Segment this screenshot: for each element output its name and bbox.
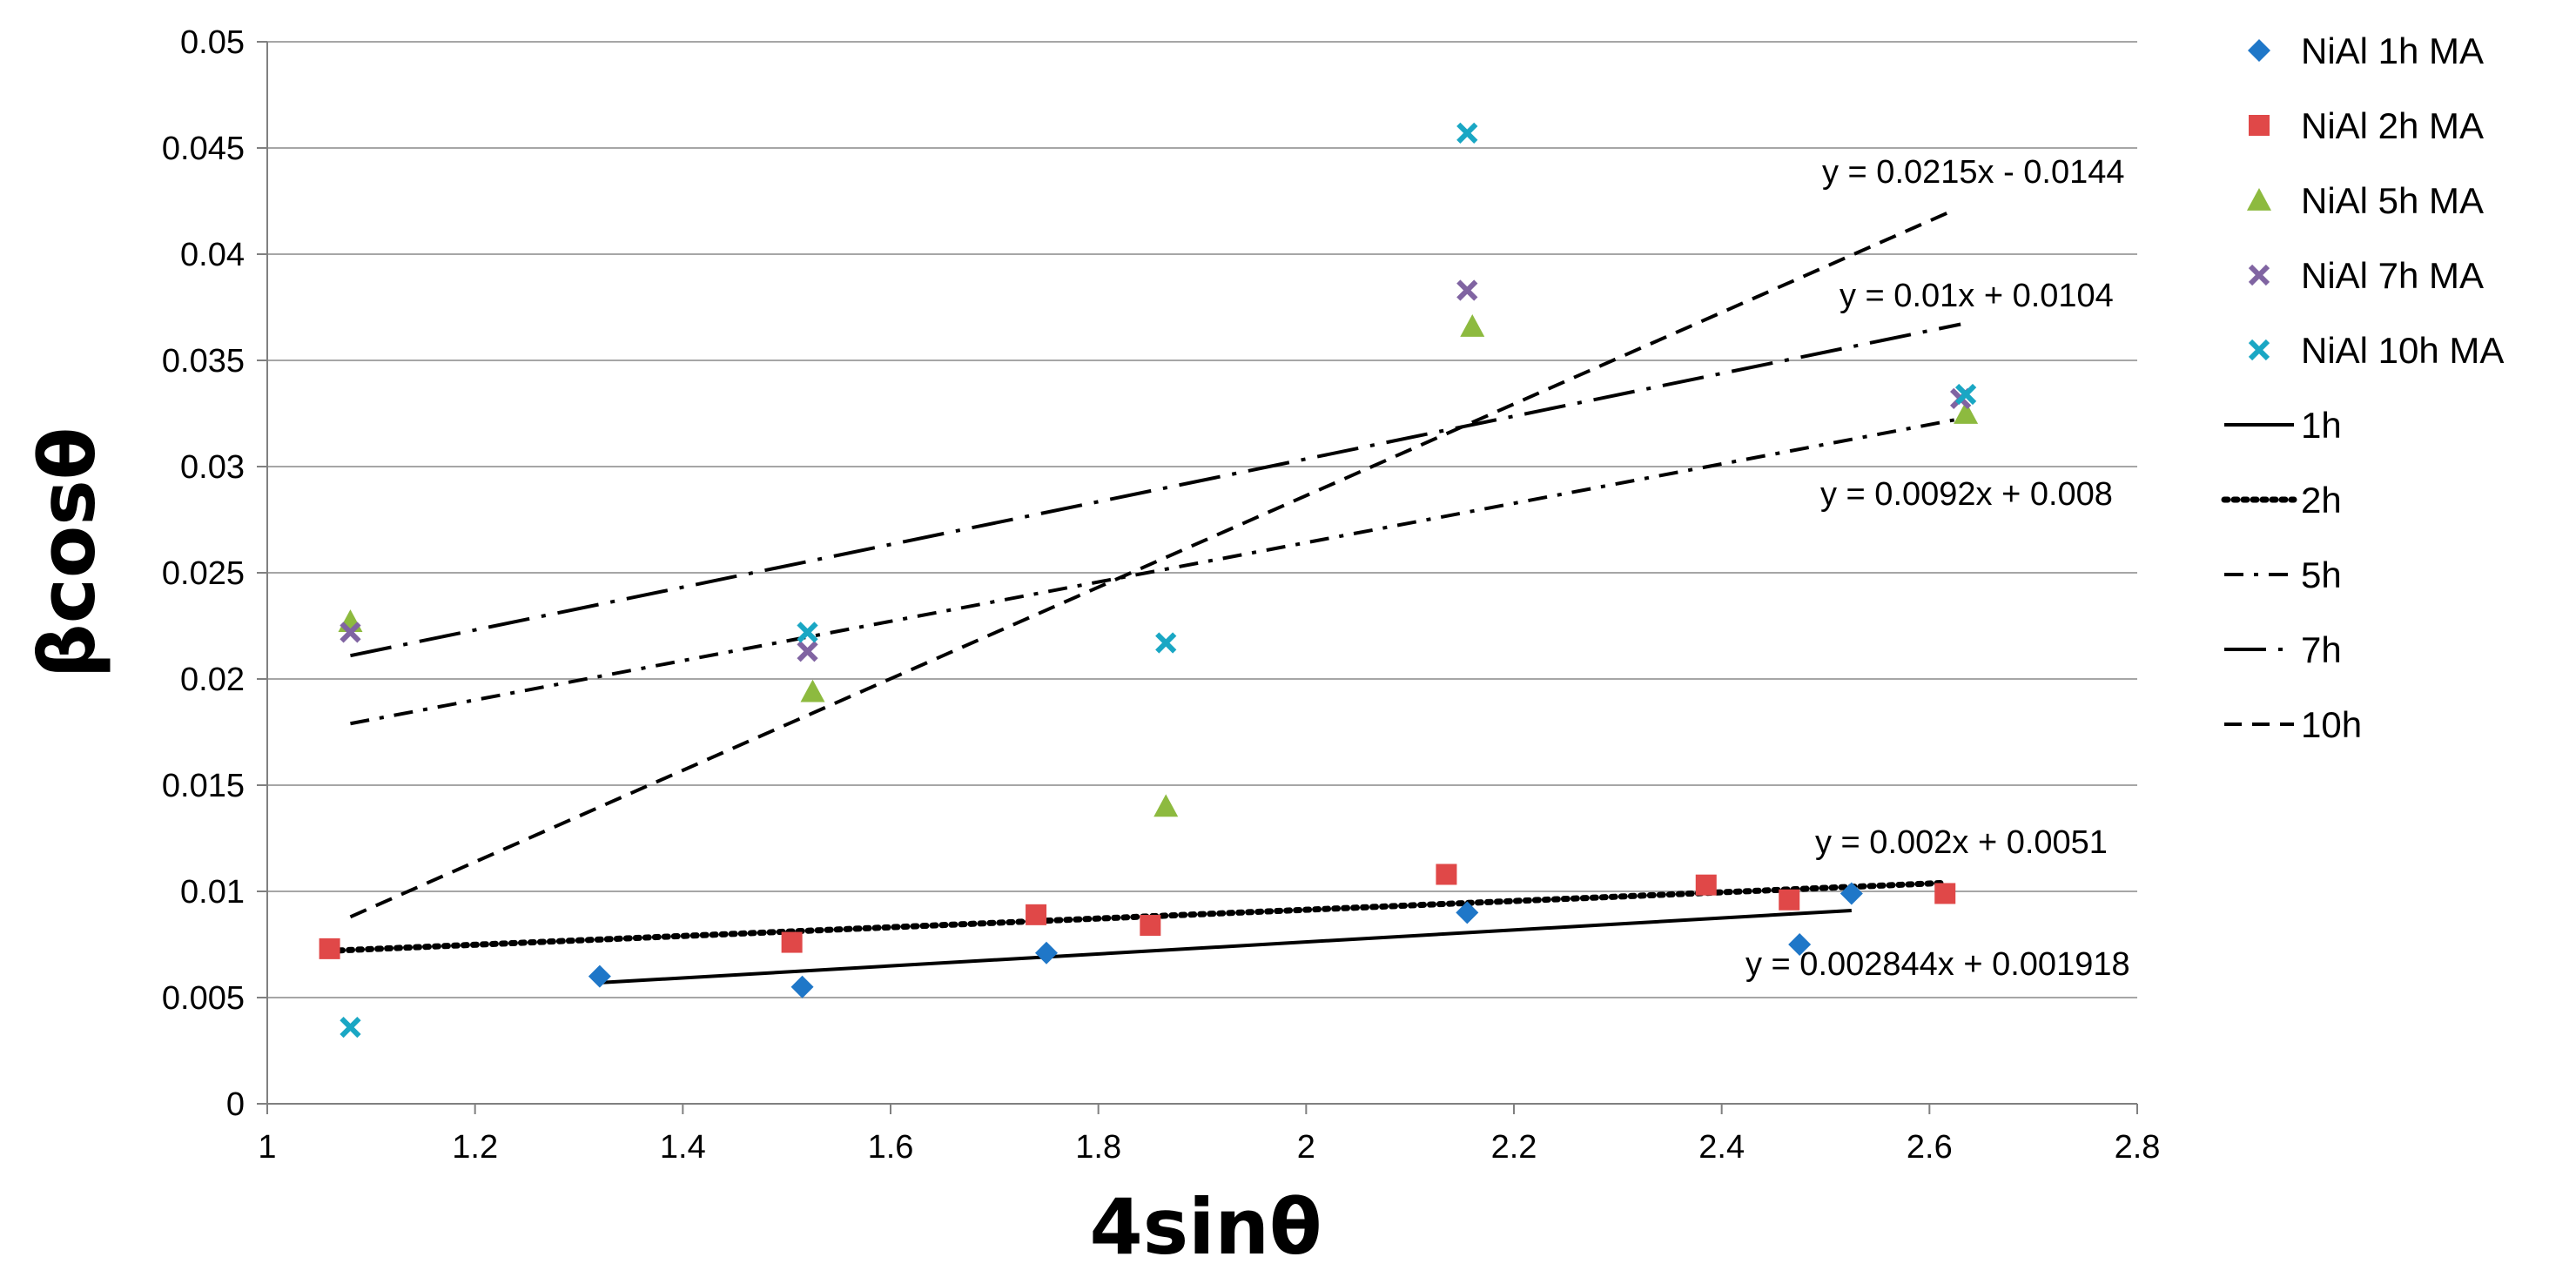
legend-marker	[2247, 188, 2271, 211]
trendline-1h	[599, 908, 1852, 985]
legend-label: NiAl 7h MA	[2301, 255, 2484, 296]
x-tick-label: 1.6	[868, 1129, 914, 1166]
data-point	[1779, 889, 1800, 911]
trendlines	[326, 210, 1967, 985]
y-tick-label: 0.05	[180, 24, 245, 61]
data-point	[1153, 794, 1179, 817]
x-tick-label: 2.6	[1907, 1129, 1953, 1166]
trendline-equation: y = 0.01x + 0.0104	[1840, 278, 2114, 314]
data-point	[1035, 941, 1058, 964]
x-tick-label: 1	[258, 1129, 276, 1166]
gridlines	[267, 41, 2137, 1105]
trendline-equation: y = 0.0092x + 0.008	[1820, 476, 2113, 513]
data-point	[319, 938, 340, 959]
y-tick-label: 0.02	[180, 662, 245, 698]
x-tick-label: 2.2	[1491, 1129, 1537, 1166]
data-point	[340, 622, 361, 643]
x-tick-label: 2.4	[1698, 1129, 1745, 1166]
legend-label: 7h	[2301, 629, 2342, 670]
y-tick-label: 0.035	[162, 343, 245, 380]
data-point	[1155, 632, 1177, 654]
y-tick-label: 0.005	[162, 980, 245, 1017]
trendline-5h	[350, 415, 1967, 726]
data-point	[800, 679, 825, 702]
trendline-equation: y = 0.002x + 0.0051	[1815, 824, 2108, 861]
y-tick-label: 0	[226, 1086, 245, 1123]
axes	[257, 41, 2138, 1114]
legend-label: NiAl 5h MA	[2301, 180, 2484, 221]
data-point	[1456, 122, 1478, 145]
legend-label: NiAl 2h MA	[2301, 105, 2484, 146]
data-point	[1456, 279, 1478, 301]
data-point	[1954, 401, 1979, 424]
y-axis-title: βcosθ	[23, 427, 112, 678]
x-tick-label: 1.8	[1075, 1129, 1121, 1166]
y-tick-labels: 0 0.005 0.01 0.015 0.02 0.025 0.03 0.035 0.04 0.0…	[162, 24, 245, 1123]
data-point	[588, 964, 611, 988]
x-tick-label: 2.8	[2115, 1129, 2161, 1166]
data-point	[797, 641, 818, 662]
y-tick-label: 0.025	[162, 555, 245, 592]
trendline-2h	[326, 879, 1948, 954]
y-tick-label: 0.01	[180, 874, 245, 911]
data-point	[790, 975, 814, 998]
legend: NiAl 1h MA NiAl 2h MA NiAl 5h MA NiAl 7h MA…	[2221, 30, 2504, 745]
legend-label: 2h	[2301, 480, 2342, 521]
legend-label: 10h	[2301, 704, 2362, 745]
trendline-equation: y = 0.0215x - 0.0144	[1822, 154, 2125, 191]
legend-label: 1h	[2301, 405, 2342, 446]
data-point	[797, 622, 818, 643]
y-tick-label: 0.03	[180, 449, 245, 486]
x-tick-labels: 1 1.2 1.4 1.6 1.8 2 2.2 2.4 2.6 2.8	[258, 1129, 2160, 1166]
data-point	[1436, 864, 1457, 885]
data-point	[1140, 915, 1161, 937]
legend-label: NiAl 10h MA	[2301, 330, 2504, 371]
y-tick-label: 0.04	[180, 237, 245, 273]
data-point	[781, 931, 803, 953]
data-points	[319, 122, 1979, 1038]
data-point	[1460, 313, 1485, 337]
data-point	[1954, 383, 1977, 406]
y-tick-label: 0.045	[162, 131, 245, 167]
legend-label: 5h	[2301, 554, 2342, 595]
data-point	[1456, 901, 1479, 924]
trendline-equations: y = 0.002844x + 0.001918 y = 0.002x + 0.0…	[1745, 154, 2130, 983]
data-point	[340, 1017, 361, 1038]
x-tick-label: 2	[1297, 1129, 1315, 1166]
trendline-7h	[350, 322, 1961, 658]
data-point	[1026, 904, 1047, 925]
data-point	[1788, 933, 1812, 956]
legend-label: NiAl 1h MA	[2301, 30, 2484, 71]
data-point	[1934, 883, 1956, 904]
trendline-10h	[349, 210, 1952, 919]
x-tick-label: 1.2	[452, 1129, 498, 1166]
data-point	[1695, 874, 1717, 896]
legend-marker	[2248, 339, 2270, 361]
legend-marker	[2249, 115, 2270, 136]
data-point	[1840, 882, 1863, 905]
legend-marker	[2248, 264, 2270, 286]
y-tick-label: 0.015	[162, 768, 245, 804]
x-axis-title: 4sinθ	[1090, 1182, 1322, 1272]
legend-marker	[2248, 39, 2270, 62]
trendline-equation: y = 0.002844x + 0.001918	[1745, 946, 2130, 983]
x-tick-label: 1.4	[660, 1129, 706, 1166]
